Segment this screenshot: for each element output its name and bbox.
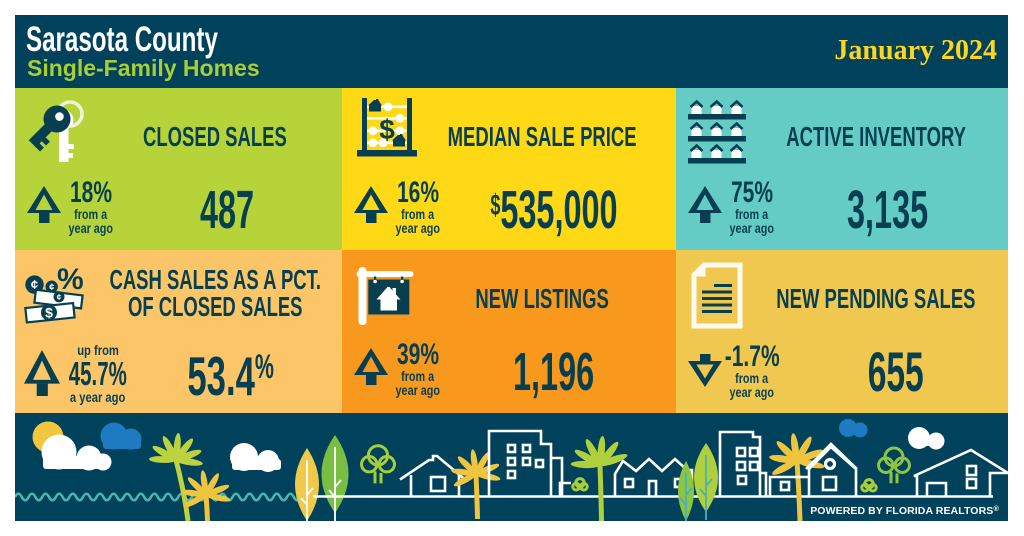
svg-text:%: %	[57, 263, 84, 296]
svg-text:¢: ¢	[57, 293, 62, 302]
svg-text:POWERED BY FLORIDA REALTORS®: POWERED BY FLORIDA REALTORS®	[810, 504, 999, 517]
svg-text:¢: ¢	[31, 277, 38, 292]
svg-text:$: $	[379, 114, 395, 145]
svg-text:¢: ¢	[49, 282, 54, 292]
svg-text:$: $	[45, 305, 53, 321]
